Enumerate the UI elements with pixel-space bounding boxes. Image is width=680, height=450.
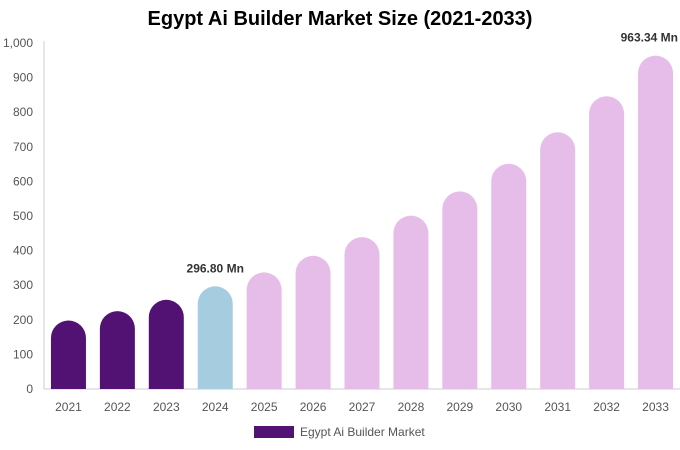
bar-2030[interactable] (491, 163, 527, 389)
data-label-2033: 963.34 Mn (621, 31, 678, 45)
legend-label: Egypt Ai Builder Market (300, 425, 425, 439)
x-tick-label: 2028 (398, 400, 425, 414)
x-tick-label: 2031 (544, 400, 571, 414)
bar-2029[interactable] (442, 191, 478, 389)
x-tick-label: 2021 (55, 400, 82, 414)
x-tick-label: 2022 (104, 400, 131, 414)
x-tick-label: 2029 (446, 400, 473, 414)
bar-2022[interactable] (99, 311, 135, 389)
x-tick-label: 2026 (300, 400, 327, 414)
y-tick-label: 200 (13, 313, 33, 327)
x-tick-label: 2023 (153, 400, 180, 414)
bar-2032[interactable] (589, 96, 625, 389)
y-tick-label: 400 (13, 244, 33, 258)
bar-2033[interactable] (638, 55, 674, 390)
y-tick-label: 500 (13, 209, 33, 223)
y-tick-label: 700 (13, 140, 33, 154)
y-tick-label: 1,000 (3, 36, 33, 50)
bar-2023[interactable] (148, 299, 184, 389)
bar-2026[interactable] (295, 255, 331, 389)
y-tick-label: 900 (13, 71, 33, 85)
bar-2028[interactable] (393, 215, 429, 389)
bar-2031[interactable] (540, 132, 576, 390)
legend[interactable]: Egypt Ai Builder Market (254, 425, 425, 439)
chart-title: Egypt Ai Builder Market Size (2021-2033) (147, 8, 533, 30)
y-tick-label: 0 (26, 382, 33, 396)
y-tick-label: 300 (13, 278, 33, 292)
bar-2027[interactable] (344, 237, 380, 389)
bar-2025[interactable] (246, 272, 282, 389)
y-tick-label: 100 (13, 347, 33, 361)
x-tick-label: 2024 (202, 400, 229, 414)
x-tick-label: 2030 (495, 400, 522, 414)
x-tick-label: 2027 (349, 400, 376, 414)
data-label-2024: 296.80 Mn (187, 261, 244, 275)
bar-2024[interactable] (197, 286, 233, 389)
y-tick-label: 600 (13, 174, 33, 188)
bar-2021[interactable] (50, 320, 86, 389)
x-tick-label: 2032 (593, 400, 620, 414)
legend-swatch (254, 426, 294, 438)
x-tick-label: 2033 (642, 400, 669, 414)
y-tick-label: 800 (13, 105, 33, 119)
x-tick-label: 2025 (251, 400, 278, 414)
